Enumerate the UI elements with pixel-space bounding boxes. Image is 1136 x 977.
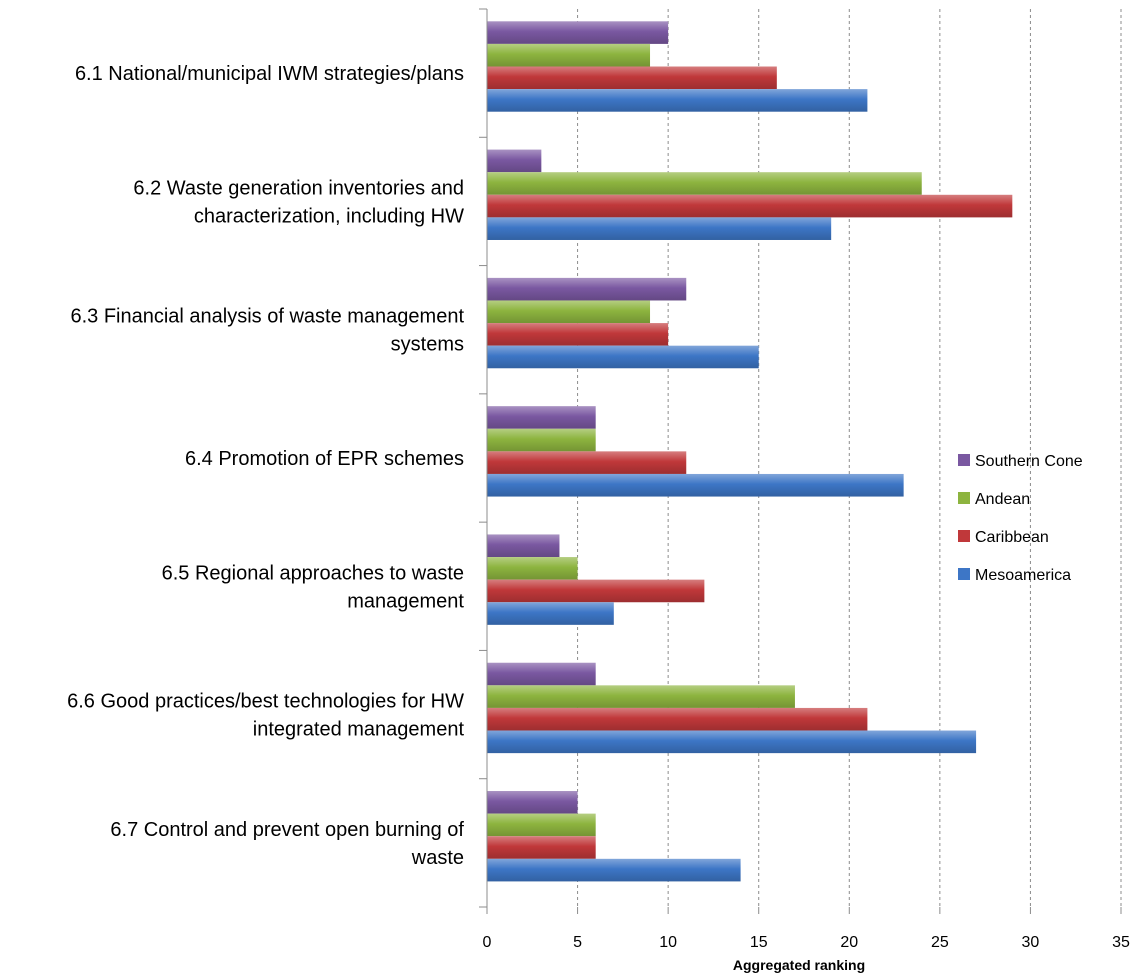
bar (487, 89, 868, 112)
category-label: 6.5 Regional approaches to waste (162, 562, 464, 584)
legend-swatch (958, 568, 970, 580)
x-tick-labels: 0 5 10 15 20 25 30 35 (483, 934, 1130, 951)
category-label: systems (391, 334, 464, 356)
bar (487, 300, 651, 324)
legend: Southern Cone Andean Caribbean Mesoamerica (958, 453, 1083, 584)
category-label: characterization, including HW (194, 205, 464, 227)
bar (487, 707, 868, 731)
bar (487, 730, 977, 754)
bar (487, 858, 741, 882)
category-label: 6.2 Waste generation inventories and (133, 177, 464, 199)
bar (487, 791, 578, 814)
category-labels: 6.1 National/municipal IWM strategies/pl… (67, 63, 464, 869)
bar (487, 172, 922, 195)
bar (487, 406, 596, 429)
bars (487, 21, 1013, 882)
legend-swatch (958, 530, 970, 542)
bar (487, 149, 542, 173)
legend-label: Southern Cone (975, 453, 1083, 470)
bar (487, 602, 614, 625)
bar (487, 836, 596, 859)
axes (479, 8, 1122, 914)
category-label: 6.7 Control and prevent open burning of (110, 819, 464, 841)
x-tick-label: 5 (573, 934, 582, 951)
x-tick-label: 10 (659, 934, 677, 951)
category-label: 6.6 Good practices/best technologies for… (67, 691, 464, 713)
bar (487, 685, 795, 708)
bar (487, 473, 904, 497)
bar (487, 579, 705, 603)
bar (487, 194, 1013, 218)
bar (487, 534, 560, 558)
category-label: integrated management (253, 719, 465, 741)
bar (487, 323, 669, 346)
x-tick-label: 20 (840, 934, 858, 951)
x-tick-label: 0 (483, 934, 492, 951)
category-label: management (347, 590, 464, 612)
bar (487, 813, 596, 837)
x-tick-label: 15 (750, 934, 768, 951)
bar (487, 451, 687, 474)
bar (487, 277, 687, 301)
category-label: waste (411, 847, 464, 869)
bar (487, 66, 777, 90)
x-axis-title: Aggregated ranking (733, 957, 865, 973)
bar (487, 43, 651, 67)
category-label: 6.1 National/municipal IWM strategies/pl… (75, 63, 464, 85)
legend-swatch (958, 454, 970, 466)
x-tick-label: 35 (1112, 934, 1130, 951)
legend-label: Andean (975, 491, 1030, 508)
bar (487, 662, 596, 686)
legend-label: Caribbean (975, 529, 1049, 546)
bar (487, 557, 578, 580)
category-label: 6.3 Financial analysis of waste manageme… (70, 306, 464, 328)
legend-swatch (958, 492, 970, 504)
legend-label: Mesoamerica (975, 567, 1071, 584)
bar (487, 21, 669, 44)
category-label: 6.4 Promotion of EPR schemes (185, 448, 464, 470)
x-tick-label: 25 (931, 934, 949, 951)
bar (487, 345, 759, 369)
bar (487, 428, 596, 452)
x-tick-label: 30 (1022, 934, 1040, 951)
bar (487, 217, 832, 240)
